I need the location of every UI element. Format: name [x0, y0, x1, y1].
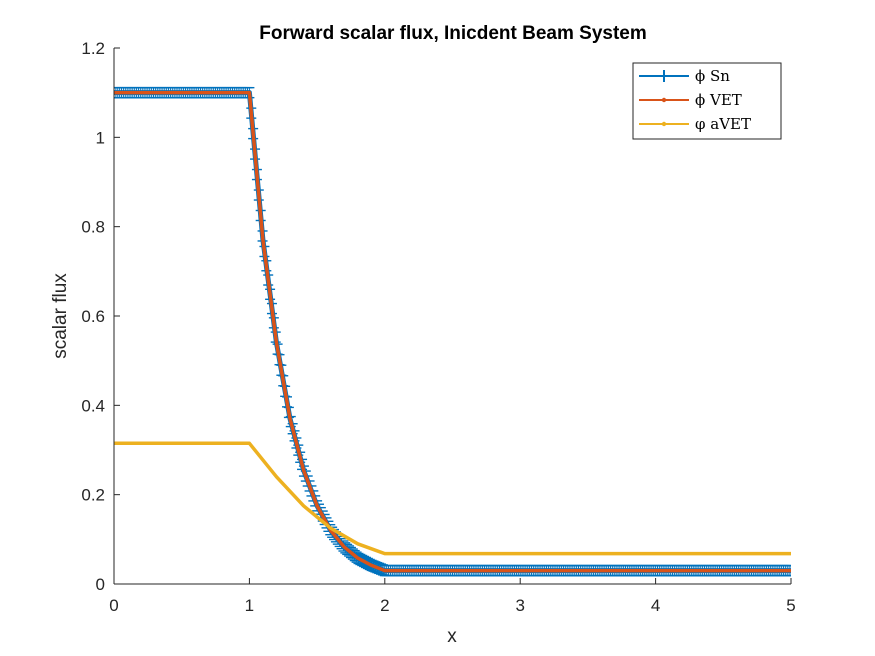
- y-tick-label: 0.6: [81, 307, 105, 326]
- legend-marker: [661, 121, 667, 127]
- x-tick-label: 3: [515, 596, 524, 615]
- series-line: [114, 90, 791, 573]
- series-vet: [114, 90, 791, 573]
- y-tick-label: 1.2: [81, 39, 105, 58]
- legend-label: φ aVET: [695, 115, 751, 133]
- x-tick-label: 0: [109, 596, 118, 615]
- legend-entry: ϕ Sn: [639, 67, 730, 85]
- x-tick-label: 4: [651, 596, 660, 615]
- series-avet: [114, 441, 791, 556]
- y-tick-label: 0.2: [81, 486, 105, 505]
- series-sn: [114, 86, 791, 577]
- legend-label: ϕ Sn: [695, 67, 730, 85]
- legend-entry: ϕ VET: [639, 91, 742, 109]
- x-axis-label: x: [447, 626, 457, 647]
- y-tick-label: 1: [96, 128, 105, 147]
- chart-title: Forward scalar flux, Inicdent Beam Syste…: [259, 23, 647, 44]
- series-line: [114, 90, 791, 574]
- legend-marker: [661, 97, 667, 103]
- y-tick-label: 0.8: [81, 218, 105, 237]
- x-tick-label: 2: [380, 596, 389, 615]
- y-tick-label: 0: [96, 575, 105, 594]
- series-line: [114, 441, 791, 556]
- x-tick-label: 1: [245, 596, 254, 615]
- legend-entry: φ aVET: [639, 115, 751, 133]
- y-tick-label: 0.4: [81, 396, 105, 415]
- y-axis-label: scalar flux: [50, 273, 71, 359]
- legend-label: ϕ VET: [695, 91, 742, 109]
- x-tick-label: 5: [786, 596, 795, 615]
